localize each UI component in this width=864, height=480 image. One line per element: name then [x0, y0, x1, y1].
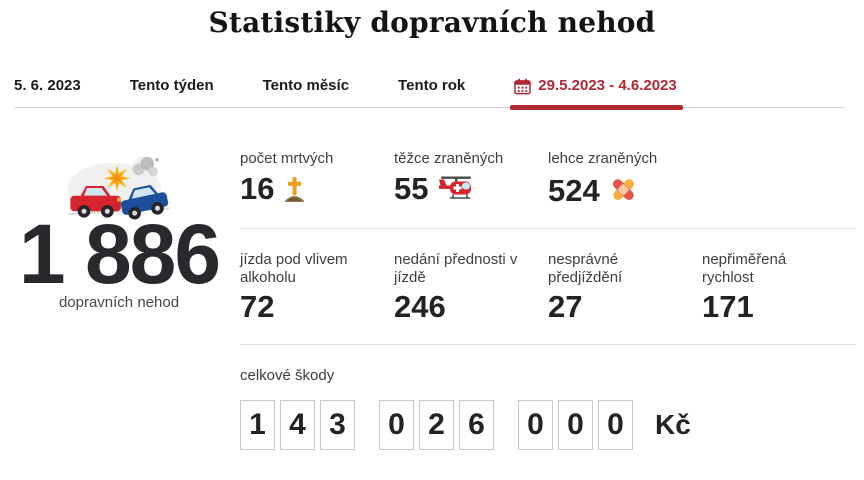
bandage-icon [609, 175, 638, 204]
stat-value: 246 [394, 289, 446, 324]
statistics-panel: 1 886 dopravních nehod počet mrtvých 16 [0, 150, 864, 450]
stat-value: 55 [394, 171, 429, 206]
digit-group-millions: 1 4 3 [240, 400, 355, 450]
stat-serious-injuries: těžce zraněných 55 [394, 150, 548, 204]
digit-box: 2 [419, 400, 454, 450]
cause-stats-row: jízda pod vlivem alkoholu 72 nedání před… [240, 251, 856, 324]
total-damages-section: celkové škody 1 4 3 0 2 6 0 0 0 Kč [240, 367, 856, 450]
digit-box: 0 [558, 400, 593, 450]
digit-box: 1 [240, 400, 275, 450]
total-accidents-value: 1 886 [18, 207, 221, 301]
stat-label: nesprávné předjíždění [548, 251, 623, 286]
digit-box: 6 [459, 400, 494, 450]
tab-this-week[interactable]: Tento týden [129, 77, 214, 94]
stat-value: 72 [240, 289, 275, 324]
currency-label: Kč [655, 409, 691, 440]
stat-value: 16 [240, 171, 275, 206]
damages-label: celkové škody [240, 367, 335, 384]
grave-cross-icon [283, 175, 306, 202]
stat-value: 524 [548, 173, 600, 208]
stat-light-injuries: lehce zraněných 524 [548, 150, 702, 208]
digit-box: 3 [320, 400, 355, 450]
stat-label: nedání přednosti v jízdě [394, 251, 518, 286]
tab-this-month[interactable]: Tento měsíc [262, 77, 350, 94]
tab-today[interactable]: 5. 6. 2023 [14, 77, 81, 94]
total-accidents-label: dopravních nehod [58, 294, 180, 311]
stat-label: jízda pod vlivem alkoholu [240, 251, 348, 286]
stat-value: 27 [548, 289, 583, 324]
stat-speeding: nepřiměřená rychlost 171 [702, 251, 856, 324]
total-accidents-summary: 1 886 dopravních nehod [0, 150, 238, 450]
digit-group-thousands: 0 2 6 [379, 400, 494, 450]
stat-right-of-way: nedání přednosti v jízdě 246 [394, 251, 548, 324]
car-crash-illustration [60, 152, 178, 222]
digit-box: 0 [379, 400, 414, 450]
stat-deaths: počet mrtvých 16 [240, 150, 394, 204]
stat-label: těžce zraněných [394, 150, 504, 167]
section-divider [240, 228, 856, 229]
digit-box: 0 [518, 400, 553, 450]
page-title: Statistiky dopravních nehod [208, 6, 656, 39]
section-divider [240, 344, 856, 345]
digit-box: 0 [598, 400, 633, 450]
stat-label: počet mrtvých [240, 150, 334, 167]
damages-amount: 1 4 3 0 2 6 0 0 0 Kč [240, 400, 856, 450]
tab-date-range-active[interactable]: 29.5.2023 - 4.6.2023 [510, 77, 684, 110]
tab-date-range-label: 29.5.2023 - 4.6.2023 [538, 77, 677, 94]
date-tab-bar: 5. 6. 2023 Tento týden Tento měsíc Tento… [14, 77, 845, 110]
digit-box: 4 [280, 400, 315, 450]
stat-alcohol: jízda pod vlivem alkoholu 72 [240, 251, 394, 324]
stat-overtaking: nesprávné předjíždění 27 [548, 251, 702, 324]
tab-this-year[interactable]: Tento rok [398, 77, 466, 94]
digit-group-units: 0 0 0 [518, 400, 633, 450]
helicopter-icon [437, 175, 475, 202]
stat-value: 171 [702, 289, 754, 324]
stat-label: nepřiměřená rychlost [702, 251, 787, 286]
stats-grid: počet mrtvých 16 těžce zraněných [238, 150, 864, 450]
calendar-icon [514, 78, 532, 95]
stat-label: lehce zraněných [548, 150, 658, 167]
casualty-stats-row: počet mrtvých 16 těžce zraněných [240, 150, 856, 208]
